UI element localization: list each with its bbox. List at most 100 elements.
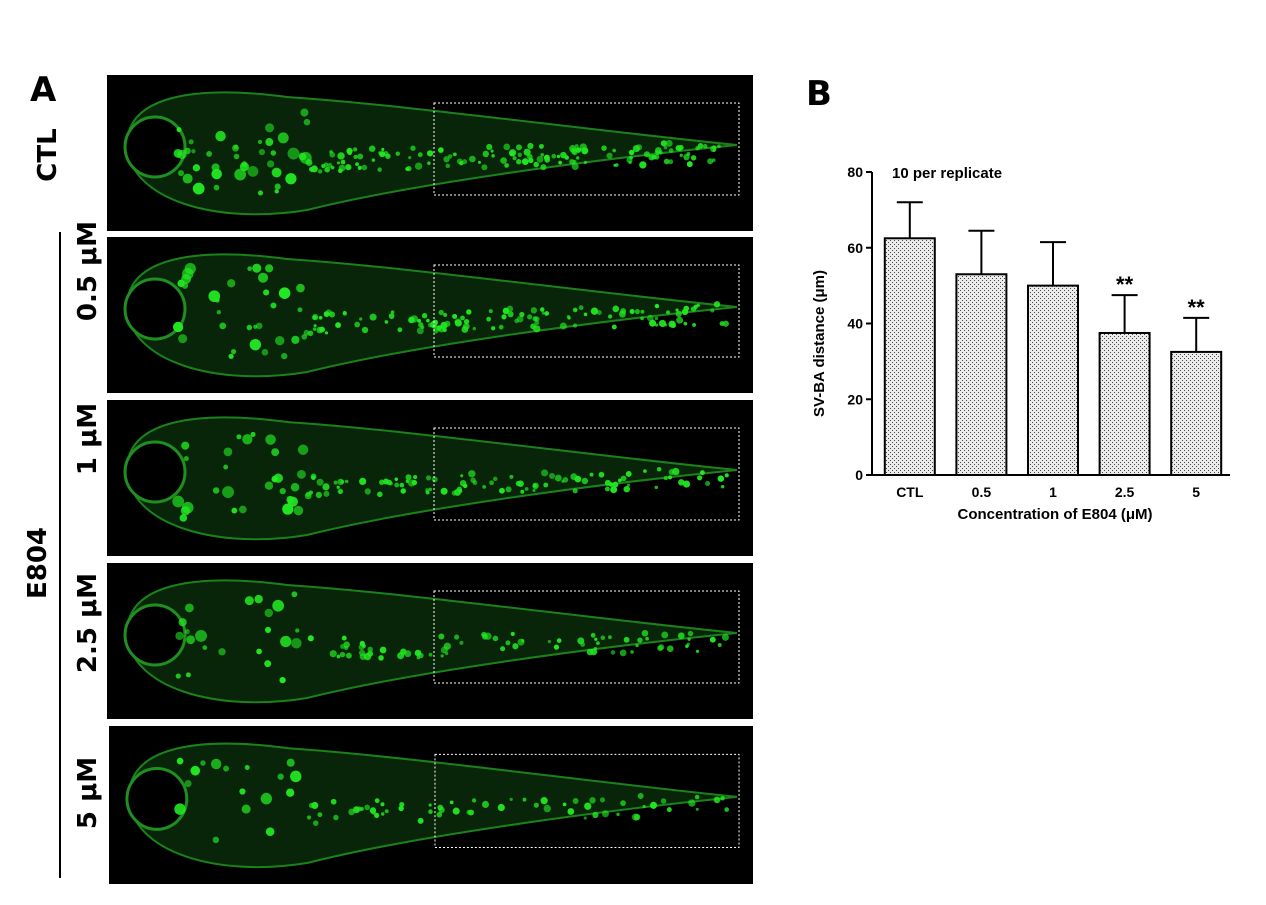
fluorescent-cell	[377, 491, 383, 498]
fluorescent-cell	[417, 152, 423, 158]
fluorescent-cell	[562, 477, 569, 483]
fluorescent-cell	[255, 322, 263, 330]
treatment-group-label: E804	[23, 526, 53, 600]
fluorescent-cell	[554, 474, 562, 482]
fluorescent-cell	[218, 648, 226, 656]
fluorescent-cell	[265, 626, 272, 633]
dose-label-2-5: 2.5 μM	[73, 572, 103, 674]
fluorescent-cell	[534, 320, 540, 326]
fluorescent-cell	[482, 150, 490, 158]
fluorescent-cell	[541, 469, 549, 477]
fluorescent-cell	[707, 158, 714, 165]
fluorescent-cell	[410, 145, 416, 151]
fluorescent-cell	[564, 155, 569, 160]
fluorescent-cell	[316, 326, 324, 334]
fluorescent-cell	[399, 482, 405, 488]
fluorescent-cell	[675, 308, 679, 312]
fluorescent-cell	[635, 144, 643, 151]
fluorescent-cell	[398, 805, 404, 812]
fluorescent-cell	[425, 490, 430, 495]
fluorescent-cell	[359, 477, 367, 486]
fluorescent-cell	[329, 650, 337, 658]
fluorescent-cell	[408, 156, 412, 160]
fluorescent-cell	[312, 820, 319, 826]
fluorescent-cell	[357, 165, 362, 170]
fluorescent-cell	[524, 487, 529, 491]
fluorescent-cell	[436, 811, 443, 818]
fluorescent-cell	[675, 310, 682, 318]
fluorescent-cell	[452, 313, 458, 319]
fluorescent-cell	[515, 144, 522, 151]
fluorescent-cell	[417, 817, 424, 824]
fluorescent-cell	[472, 326, 477, 331]
fluorescent-cell	[460, 315, 465, 321]
fluorescent-cell	[397, 327, 403, 333]
fluorescent-cell	[390, 310, 395, 314]
fluorescent-cell	[538, 143, 544, 149]
fluorescent-cell	[440, 654, 444, 658]
fluorescent-cell	[303, 118, 311, 126]
fluorescent-cell	[666, 807, 672, 813]
fluorescent-cell	[447, 154, 453, 159]
fluorescent-cell	[281, 352, 288, 360]
fluorescent-cell	[551, 153, 557, 159]
fluorescent-cell	[601, 145, 607, 151]
y-tick-label: 20	[847, 391, 863, 407]
fluorescent-cell	[623, 636, 630, 643]
fluorescent-cell	[547, 639, 552, 644]
fluorescent-cell	[469, 155, 476, 163]
fluorescent-cell	[374, 798, 380, 804]
fluorescent-cell	[523, 148, 531, 156]
fluorescent-cell	[178, 170, 185, 177]
fluorescent-cell	[678, 147, 682, 152]
fluorescent-cell	[592, 811, 599, 819]
fluorescent-cell	[642, 804, 646, 809]
fluorescent-cell	[655, 323, 659, 327]
fluorescent-cell	[516, 159, 522, 165]
fluorescent-cell	[533, 802, 539, 808]
fluorescent-cell	[571, 162, 579, 171]
fluorescent-cell	[438, 147, 444, 153]
fluorescent-cell	[247, 266, 253, 272]
fluorescent-cell	[265, 123, 275, 133]
fluorescent-cell	[343, 641, 350, 648]
fluorescent-cell	[711, 158, 716, 162]
fluorescent-cell	[569, 159, 575, 165]
fluorescent-cell	[213, 184, 220, 191]
fluorescent-cell	[344, 479, 349, 484]
fluorescent-cell	[683, 321, 688, 326]
fluorescent-cell	[504, 163, 509, 168]
larva-eye	[123, 603, 187, 667]
fluorescent-cell	[394, 482, 400, 488]
fluorescent-cell	[620, 800, 626, 807]
fluorescent-cell	[296, 283, 305, 293]
fluorescent-cell	[359, 317, 363, 321]
fluorescent-cell	[505, 640, 511, 646]
fluorescent-cell	[654, 303, 660, 309]
fluorescent-cell	[340, 159, 346, 165]
fluorescent-cell	[358, 649, 366, 657]
fluorescent-cell	[184, 262, 196, 275]
bar-1	[1027, 284, 1079, 476]
fluorescent-cell	[202, 645, 208, 650]
fluorescent-cell	[697, 475, 703, 481]
fluorescent-cell	[481, 164, 488, 171]
fluorescent-cell	[377, 167, 382, 172]
fluorescent-cell	[427, 322, 433, 328]
fluorescent-cell	[540, 153, 545, 157]
fluorescent-cell	[562, 802, 567, 807]
fluorescent-cell	[172, 495, 185, 508]
fluorescent-cell	[637, 637, 643, 643]
fluorescent-cell	[308, 802, 315, 809]
fluorescent-cell	[660, 798, 667, 804]
fluorescent-cell	[559, 322, 567, 330]
fluorescent-cell	[310, 168, 314, 173]
fluorescent-cell	[584, 802, 592, 810]
fluorescent-cell	[378, 655, 384, 661]
fluorescent-cell	[270, 302, 277, 309]
fluorescent-cell	[629, 155, 634, 160]
fluorescent-cell	[530, 307, 538, 314]
fluorescent-cell	[239, 788, 246, 795]
fluorescent-cell	[247, 165, 259, 177]
fluorescent-cell	[231, 507, 238, 514]
